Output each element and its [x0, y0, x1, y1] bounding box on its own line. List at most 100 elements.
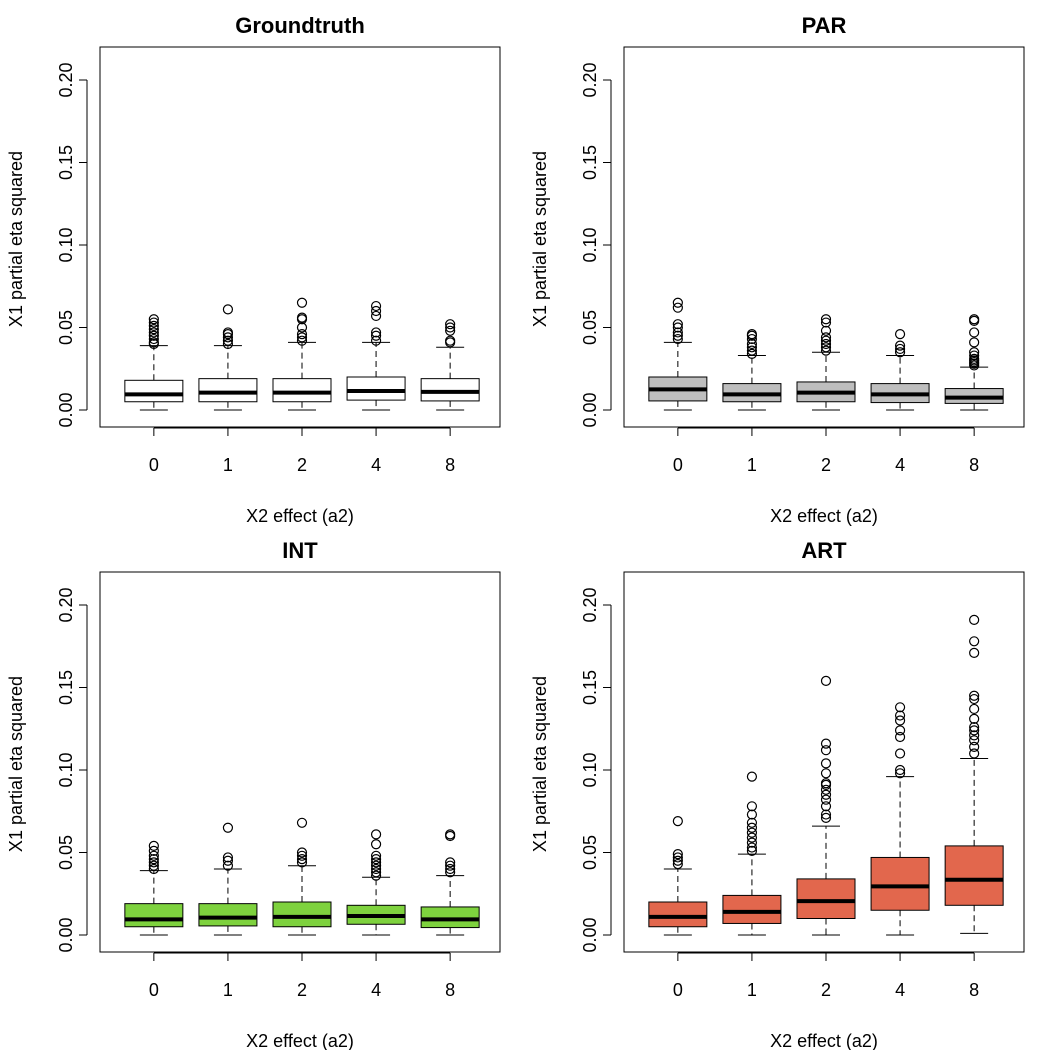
outlier-point: [894, 768, 906, 779]
panel-title: ART: [801, 538, 847, 563]
outlier-point: [672, 322, 683, 333]
outlier-point: [969, 741, 980, 753]
x-tick-label: 0: [149, 980, 159, 1000]
outlier-point: [820, 812, 832, 823]
outlier-point: [746, 822, 758, 833]
x-tick-label: 8: [445, 980, 455, 1000]
x-tick-label: 4: [371, 980, 381, 1000]
y-tick-label: 0.15: [580, 145, 600, 180]
outlier-point: [969, 748, 980, 759]
y-tick-label: 0.20: [580, 62, 600, 97]
outlier-point: [222, 855, 234, 866]
panel-title: Groundtruth: [235, 13, 365, 38]
iqr-box: [796, 878, 856, 920]
outlier-point: [820, 342, 832, 353]
outlier-point: [894, 343, 906, 355]
outlier-point: [370, 857, 382, 868]
outlier-point: [370, 853, 382, 865]
y-tick-label: 0.05: [56, 835, 76, 870]
outlier-point: [370, 305, 382, 317]
x-tick-label: 1: [747, 980, 757, 1000]
x-tick-label: 4: [895, 455, 905, 475]
outlier-point: [820, 778, 832, 789]
outlier-point: [820, 335, 832, 346]
outlier-point: [894, 347, 906, 358]
outlier-point: [296, 853, 308, 865]
outlier-point: [222, 335, 234, 346]
outlier-point: [969, 703, 980, 715]
outlier-point: [894, 725, 906, 736]
y-tick-label: 0.10: [580, 752, 600, 787]
x-tick-label: 0: [149, 455, 159, 475]
box-4: [870, 329, 930, 411]
outlier-point: [820, 325, 832, 336]
x-tick-label: 2: [821, 980, 831, 1000]
outlier-point: [820, 784, 832, 795]
y-tick-label: 0.15: [56, 670, 76, 705]
panel-title: PAR: [802, 13, 847, 38]
outlier-point: [746, 827, 758, 838]
outlier-point: [969, 314, 980, 325]
outlier-point: [820, 317, 832, 328]
outlier-point: [296, 329, 308, 340]
x-axis-label: X2 effect (a2): [770, 1031, 878, 1050]
outlier-point: [746, 329, 758, 340]
outlier-point: [672, 849, 683, 860]
outlier-point: [370, 300, 382, 312]
y-tick-label: 0.10: [56, 752, 76, 787]
outlier-point: [969, 647, 980, 658]
outlier-point: [445, 829, 456, 840]
outlier-point: [148, 840, 159, 852]
outlier-point: [296, 312, 308, 323]
outlier-point: [370, 330, 382, 341]
outlier-point: [894, 764, 906, 776]
x-tick-label: 4: [371, 455, 381, 475]
outlier-point: [820, 738, 832, 749]
outlier-point: [672, 855, 683, 866]
outlier-point: [370, 839, 382, 850]
box-2: [796, 675, 856, 936]
outlier-point: [296, 817, 308, 828]
panel-title: INT: [282, 538, 318, 563]
outlier-point: [148, 327, 159, 338]
outlier-point: [894, 748, 906, 759]
outlier-point: [445, 857, 456, 868]
box-8: [944, 614, 1004, 934]
outlier-point: [820, 794, 832, 805]
outlier-point: [148, 333, 159, 345]
outlier-point: [148, 314, 159, 325]
x-tick-label: 8: [969, 980, 979, 1000]
outlier-point: [672, 302, 683, 313]
outlier-point: [820, 758, 832, 769]
iqr-box: [420, 906, 480, 929]
y-tick-label: 0.15: [580, 670, 600, 705]
outlier-point: [746, 345, 758, 356]
iqr-box: [198, 903, 258, 927]
outlier-point: [820, 745, 832, 756]
outlier-point: [746, 348, 758, 359]
outlier-point: [672, 319, 683, 330]
y-tick-label: 0.20: [56, 587, 76, 622]
outlier-point: [969, 713, 980, 724]
outlier-point: [222, 822, 234, 833]
outlier-point: [148, 863, 159, 875]
x-tick-label: 8: [969, 455, 979, 475]
x-tick-label: 4: [895, 980, 905, 1000]
outlier-point: [672, 330, 683, 341]
outlier-point: [445, 860, 456, 871]
outlier-point: [222, 852, 234, 863]
outlier-point: [222, 304, 234, 315]
outlier-point: [370, 310, 382, 322]
outlier-point: [148, 330, 159, 341]
outlier-point: [148, 320, 159, 331]
box-8: [944, 314, 1004, 411]
outlier-point: [148, 317, 159, 328]
outlier-point: [969, 721, 980, 733]
box-1: [722, 771, 782, 936]
outlier-point: [370, 870, 382, 881]
outlier-point: [672, 816, 683, 827]
outlier-point: [296, 335, 308, 346]
outlier-point: [746, 801, 758, 812]
box-0: [124, 314, 184, 411]
